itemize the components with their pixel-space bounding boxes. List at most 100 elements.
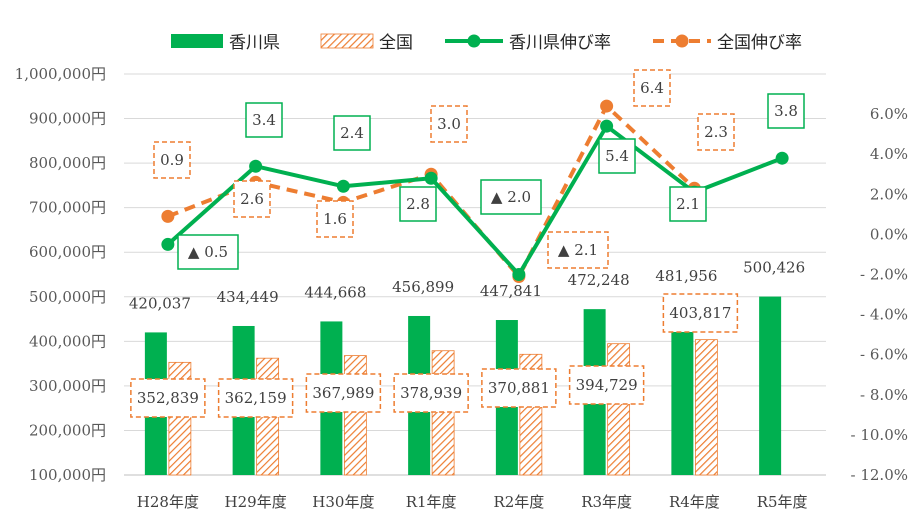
kagawa-value-label: 500,426 bbox=[743, 259, 805, 277]
category-label: R1年度 bbox=[406, 493, 457, 511]
category-label: H30年度 bbox=[312, 493, 374, 511]
national-value-box bbox=[568, 365, 645, 405]
national-value-label: 370,881 bbox=[488, 379, 550, 397]
legend-label-national-rate: 全国伸び率 bbox=[717, 33, 802, 53]
category-label: H29年度 bbox=[225, 493, 287, 511]
kagawa-rate-box bbox=[767, 93, 805, 129]
national-value-box bbox=[481, 368, 557, 408]
left-tick-label: 1,000,000円 bbox=[15, 65, 106, 83]
left-tick-label: 300,000円 bbox=[29, 377, 106, 395]
left-tick-label: 900,000円 bbox=[29, 110, 106, 128]
kagawa-rate-marker bbox=[775, 151, 789, 165]
kagawa-rate-box bbox=[480, 179, 542, 215]
national-rate-label: 2.3 bbox=[704, 123, 728, 141]
left-tick-label: 500,000円 bbox=[29, 288, 106, 306]
national-rate-box bbox=[233, 180, 271, 218]
national-rate-box bbox=[430, 105, 468, 143]
national-value-box bbox=[393, 373, 469, 413]
left-tick-label: 800,000円 bbox=[29, 154, 106, 172]
legend-label-national: 全国 bbox=[379, 33, 413, 53]
kagawa-rate-marker bbox=[600, 119, 614, 133]
right-tick-label: - 10.0% bbox=[851, 426, 909, 444]
right-tick-label: 4.0% bbox=[870, 145, 908, 163]
kagawa-rate-box bbox=[245, 102, 283, 138]
right-tick-label: - 2.0% bbox=[860, 266, 908, 284]
legend: 香川県 全国 香川県伸び率 全国伸び率 bbox=[171, 33, 802, 53]
national-rate-label: 0.9 bbox=[160, 151, 184, 169]
national-value-label: 367,989 bbox=[312, 384, 374, 402]
kagawa-rate-marker bbox=[424, 171, 438, 185]
national-rate-label: 2.6 bbox=[240, 190, 264, 208]
kagawa-rate-box bbox=[333, 115, 371, 151]
kagawa-rate-box bbox=[669, 186, 707, 222]
national-value-label: 352,839 bbox=[137, 389, 199, 407]
national-value-box bbox=[217, 378, 294, 418]
right-tick-label: 6.0% bbox=[870, 105, 908, 123]
national-value-box bbox=[662, 293, 739, 333]
category-label: H28年度 bbox=[137, 493, 199, 511]
legend-label-kagawa-rate: 香川県伸び率 bbox=[509, 33, 611, 53]
right-tick-label: - 4.0% bbox=[860, 306, 908, 324]
bar-kagawa bbox=[671, 304, 694, 475]
bar-national bbox=[607, 343, 631, 476]
kagawa-value-label: 456,899 bbox=[392, 278, 454, 296]
kagawa-rate-line bbox=[166, 124, 783, 277]
kagawa-rate-label: 2.8 bbox=[406, 195, 430, 213]
national-rate-box bbox=[316, 200, 354, 238]
right-axis: - 12.0% - 10.0% - 8.0% - 6.0% - 4.0% - 2.0% 0.… bbox=[851, 105, 909, 484]
national-rate-box bbox=[697, 113, 735, 151]
legend-marker-kagawa-rate bbox=[467, 34, 481, 48]
kagawa-value-label: 447,841 bbox=[480, 282, 542, 300]
national-rate-label: 6.4 bbox=[640, 79, 664, 97]
national-rate-label: 3.0 bbox=[437, 115, 461, 133]
right-tick-label: - 12.0% bbox=[851, 466, 909, 484]
kagawa-rate-label: 3.4 bbox=[252, 111, 276, 129]
kagawa-rate-marker bbox=[249, 159, 263, 173]
national-rate-label: ▲ 2.1 bbox=[558, 241, 598, 259]
national-value-box bbox=[305, 373, 382, 413]
national-rate-marker bbox=[600, 99, 614, 113]
national-rate-box bbox=[633, 69, 671, 107]
kagawa-rate-marker bbox=[512, 268, 526, 281]
national-rate-box bbox=[153, 141, 191, 179]
kagawa-rate-label: 2.4 bbox=[340, 124, 364, 142]
national-rate-label: 1.6 bbox=[323, 210, 347, 228]
kagawa-rate-marker bbox=[336, 179, 350, 193]
legend-marker-national-rate bbox=[675, 34, 689, 48]
category-label: R5年度 bbox=[757, 493, 808, 511]
right-tick-label: 0.0% bbox=[870, 225, 908, 243]
kagawa-value-label: 434,449 bbox=[217, 288, 279, 306]
right-tick-label: - 8.0% bbox=[860, 386, 908, 404]
kagawa-rate-box bbox=[598, 138, 636, 174]
kagawa-value-label: 472,248 bbox=[568, 271, 630, 289]
kagawa-rate-box bbox=[399, 186, 437, 222]
category-label: R3年度 bbox=[581, 493, 632, 511]
category-axis: H28年度 H29年度 H30年度 R1年度 R2年度 R3年度 R4年度 R5年度 bbox=[124, 474, 826, 511]
kagawa-rate-box bbox=[177, 234, 239, 270]
national-rate-marker bbox=[161, 209, 175, 223]
left-tick-label: 600,000円 bbox=[29, 243, 106, 261]
bar-national bbox=[431, 350, 455, 476]
left-tick-label: 200,000円 bbox=[29, 421, 106, 439]
data-labels: 420,037 434,449 444,668 456,899 447,841 472,2… bbox=[129, 69, 805, 418]
national-value-label: 394,729 bbox=[576, 376, 638, 394]
right-tick-label: - 6.0% bbox=[860, 346, 908, 364]
kagawa-rate-label: 5.4 bbox=[605, 147, 629, 165]
category-label: R4年度 bbox=[669, 493, 720, 511]
kagawa-rate-label: 3.8 bbox=[774, 102, 798, 120]
left-tick-label: 100,000円 bbox=[29, 466, 106, 484]
national-value-label: 403,817 bbox=[669, 304, 731, 322]
kagawa-value-label: 444,668 bbox=[304, 283, 366, 301]
legend-label-kagawa: 香川県 bbox=[229, 33, 280, 53]
national-rate-box bbox=[547, 231, 609, 269]
bar-kagawa bbox=[759, 296, 782, 475]
kagawa-rate-marker bbox=[161, 237, 175, 251]
kagawa-value-label: 420,037 bbox=[129, 294, 191, 312]
bar-national bbox=[694, 339, 718, 476]
right-tick-label: 2.0% bbox=[870, 185, 908, 203]
national-value-label: 378,939 bbox=[400, 384, 462, 402]
kagawa-rate-label: ▲ 2.0 bbox=[491, 188, 531, 206]
kagawa-rate-label: 2.1 bbox=[676, 195, 700, 213]
category-label: R2年度 bbox=[493, 493, 544, 511]
